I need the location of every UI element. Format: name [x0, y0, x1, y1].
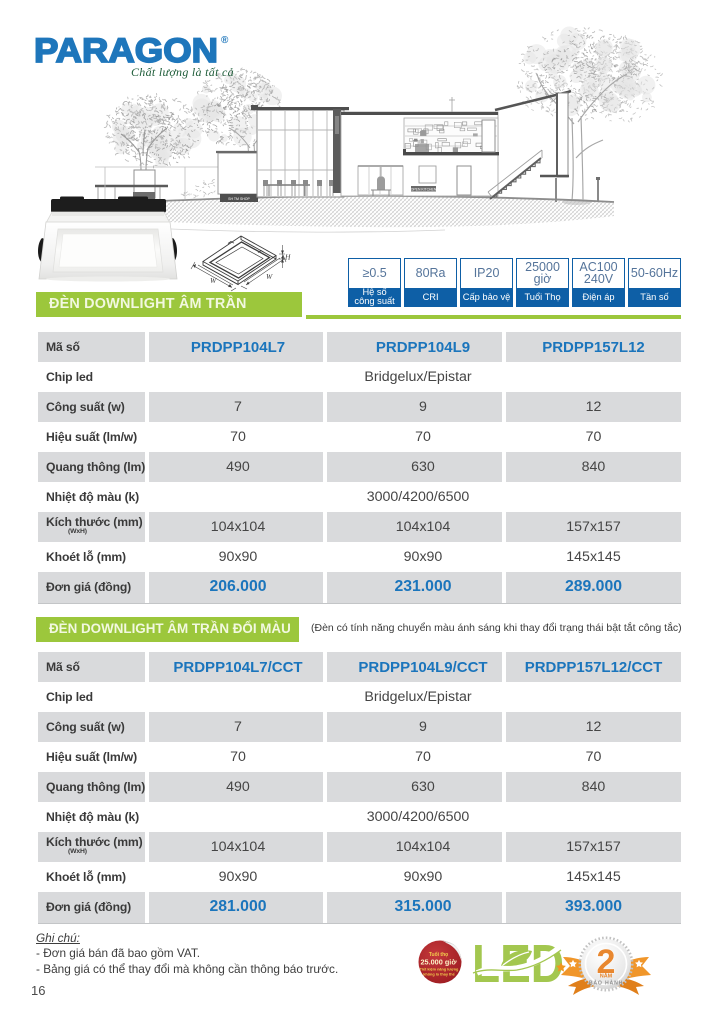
svg-text:W: W: [266, 272, 273, 281]
svg-text:W: W: [210, 276, 217, 285]
svg-text:không lo thay thế: không lo thay thế: [423, 973, 455, 977]
svg-text:BẢO HÀNH: BẢO HÀNH: [589, 980, 623, 987]
svg-text:H: H: [284, 253, 291, 262]
svg-text:®: ®: [221, 35, 229, 46]
svg-text:Tiết kiệm năng lượng: Tiết kiệm năng lượng: [420, 968, 459, 972]
svg-text:NĂM: NĂM: [600, 973, 613, 980]
svg-text:PARAGON: PARAGON: [34, 34, 218, 68]
svg-text:SH TM SHOP: SH TM SHOP: [228, 197, 250, 201]
svg-text:25.000 giờ: 25.000 giờ: [420, 958, 457, 967]
svg-text:OPEN KITCHEN: OPEN KITCHEN: [411, 188, 437, 192]
svg-text:Tuổi thọ: Tuổi thọ: [429, 951, 448, 958]
svg-text:2: 2: [597, 943, 616, 981]
